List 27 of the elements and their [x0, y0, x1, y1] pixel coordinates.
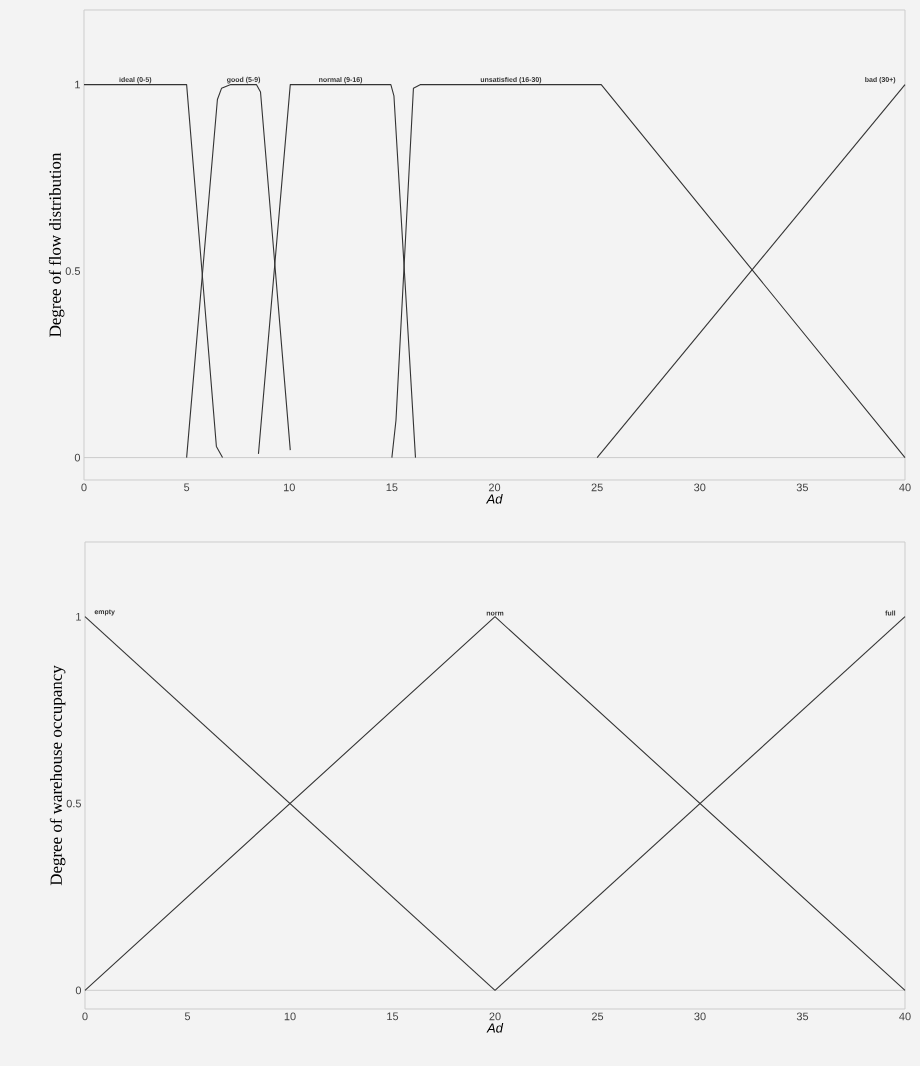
x-tick-label: 30: [694, 483, 706, 492]
x-tick-label: 20: [489, 1012, 501, 1021]
x-tick-label: 40: [899, 483, 911, 492]
x-tick-label: 25: [591, 483, 603, 492]
x-axis-title: Ad: [486, 1023, 504, 1033]
x-tick-label: 20: [488, 483, 501, 492]
y-tick-label: 1: [76, 612, 81, 621]
x-tick-label: 10: [283, 483, 295, 492]
x-tick-label: 0: [82, 1012, 88, 1021]
y-axis-title: Degree of warehouse occupancy: [49, 665, 66, 886]
x-tick-label: 15: [387, 1012, 399, 1021]
x-tick-label: 40: [899, 1012, 911, 1021]
y-tick-label: 0.5: [65, 267, 81, 275]
y-tick-label: 0: [75, 986, 82, 995]
y-axis-title: Degree of flow distribution: [48, 152, 65, 337]
x-tick-label: 10: [284, 1012, 296, 1021]
x-tick-label: 5: [184, 1012, 191, 1021]
y-tick-label: 0: [74, 453, 81, 462]
y-tick-label: 1: [75, 80, 80, 89]
x-tick-label: 30: [694, 1012, 706, 1021]
x-tick-label: 5: [184, 483, 190, 492]
x-axis-title: Ad: [485, 494, 503, 504]
x-tick-label: 25: [591, 1012, 604, 1021]
x-tick-label: 35: [796, 1012, 809, 1021]
y-tick-label: 0.5: [66, 799, 82, 808]
x-tick-label: 15: [386, 483, 398, 492]
x-tick-label: 35: [796, 483, 808, 492]
